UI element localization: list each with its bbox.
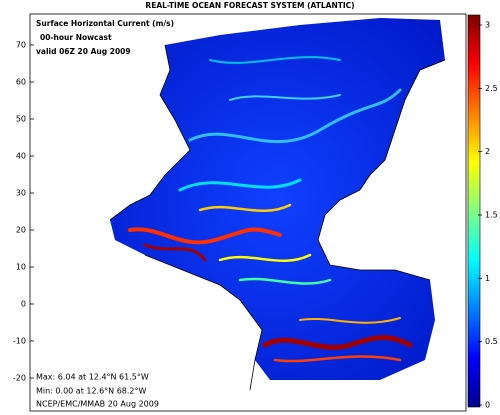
lat-tick-label: 20 — [16, 226, 26, 235]
colorbar-tick-label: 3 — [485, 21, 490, 30]
lat-tick-label: -20 — [13, 374, 26, 383]
legend-box: Surface Horizontal Current (m/s) 00-hour… — [33, 17, 174, 63]
stats-box: Max: 6.04 at 12.4°N 61.5°W Min: 0.00 at … — [33, 370, 163, 410]
title: REAL-TIME OCEAN FORECAST SYSTEM (ATLANTI… — [145, 1, 354, 10]
lat-tick-label: 30 — [16, 189, 26, 198]
ocean — [109, 18, 446, 391]
colorbar-tick-label: 1 — [485, 274, 490, 283]
lat-tick-label: 60 — [16, 78, 26, 87]
lat-tick-label: 10 — [16, 263, 26, 272]
colorbar — [467, 14, 481, 408]
lat-tick-label: 50 — [16, 115, 26, 124]
colorbar-tick-label: 1.5 — [485, 211, 498, 220]
legend-line: valid 06Z 20 Aug 2009 — [36, 47, 131, 56]
lat-tick-label: 70 — [16, 41, 26, 50]
legend-line: 00-hour Nowcast — [40, 33, 112, 42]
credit: NCEP/EMC/MMAB 20 Aug 2009 — [36, 400, 159, 409]
colorbar-tick-label: 0 — [485, 401, 490, 410]
lat-tick-label: 40 — [16, 152, 26, 161]
legend-line: Surface Horizontal Current (m/s) — [36, 19, 174, 28]
lat-tick-label: 0 — [21, 300, 26, 309]
colorbar-tick-label: 0.5 — [485, 337, 498, 346]
min-stat: Min: 0.00 at 12.6°N 68.2°W — [36, 387, 147, 396]
max-stat: Max: 6.04 at 12.4°N 61.5°W — [36, 373, 149, 382]
colorbar-tick-label: 2 — [485, 147, 490, 156]
colorbar-tick-label: 2.5 — [485, 84, 498, 93]
lat-tick-label: -10 — [13, 337, 26, 346]
